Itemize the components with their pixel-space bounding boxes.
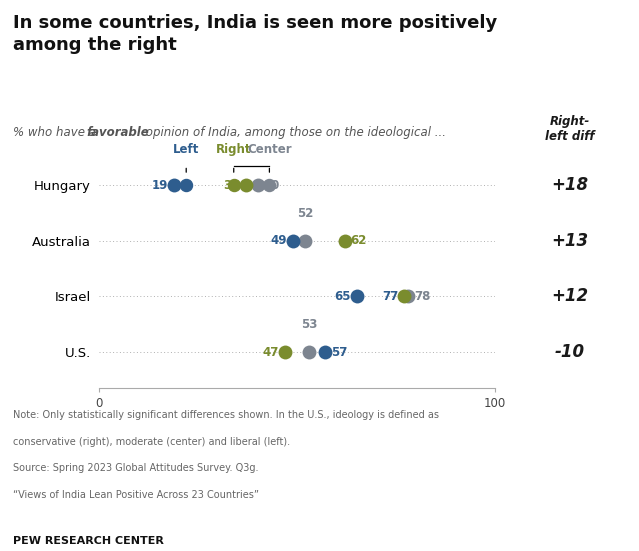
Text: +13: +13 [551, 232, 589, 250]
Text: 47: 47 [263, 345, 279, 359]
Point [339, 236, 350, 245]
Text: opinion of India, among those on the ideological ...: opinion of India, among those on the ide… [142, 126, 446, 139]
Text: Center: Center [247, 143, 292, 156]
Text: Note: Only statistically significant differences shown. In the U.S., ideology is: Note: Only statistically significant dif… [13, 410, 439, 420]
Text: 62: 62 [351, 234, 367, 247]
Text: PEW RESEARCH CENTER: PEW RESEARCH CENTER [13, 536, 164, 545]
Text: 19: 19 [152, 179, 169, 192]
Text: +18: +18 [551, 176, 589, 194]
Text: 78: 78 [414, 290, 431, 303]
Text: Left: Left [173, 143, 199, 156]
Text: Right: Right [216, 143, 252, 156]
Text: 77: 77 [382, 290, 398, 303]
Text: +12: +12 [551, 288, 589, 305]
Point [181, 181, 191, 190]
Text: favorable: favorable [86, 126, 149, 139]
Text: 57: 57 [331, 345, 347, 359]
Point [280, 348, 290, 356]
Text: 53: 53 [301, 318, 317, 331]
Point [304, 348, 314, 356]
Text: “Views of India Lean Positive Across 23 Countries”: “Views of India Lean Positive Across 23 … [13, 490, 259, 500]
Point [169, 181, 180, 190]
Text: Right-
left diff: Right- left diff [545, 115, 594, 143]
Text: 49: 49 [271, 234, 288, 247]
Point [403, 292, 413, 301]
Text: -10: -10 [555, 343, 585, 361]
Text: 52: 52 [297, 207, 313, 220]
Point [240, 181, 250, 190]
Point [300, 236, 310, 245]
Text: 40: 40 [263, 179, 280, 192]
Point [320, 348, 330, 356]
Point [229, 181, 239, 190]
Text: % who have a: % who have a [13, 126, 100, 139]
Text: Source: Spring 2023 Global Attitudes Survey. Q3g.: Source: Spring 2023 Global Attitudes Sur… [13, 463, 258, 473]
Point [351, 292, 362, 301]
Text: In some countries, India is seen more positively
among the right: In some countries, India is seen more po… [13, 14, 497, 54]
Point [252, 181, 263, 190]
Point [399, 292, 409, 301]
Text: conservative (right), moderate (center) and liberal (left).: conservative (right), moderate (center) … [13, 437, 290, 447]
Point [265, 181, 275, 190]
Point [288, 236, 298, 245]
Text: 65: 65 [334, 290, 351, 303]
Text: 37: 37 [224, 179, 240, 192]
